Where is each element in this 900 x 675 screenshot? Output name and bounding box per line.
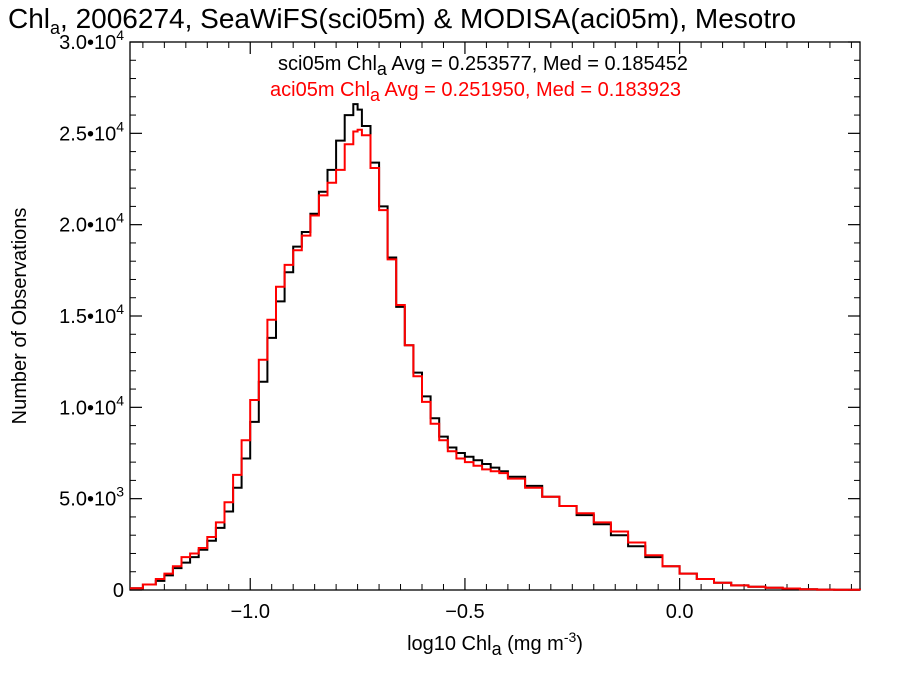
y-tick-label: 3.0•104 [59, 27, 124, 54]
x-axis-label: log10 Chla (mg m-3) [407, 629, 583, 659]
y-tick-label: 2.0•104 [59, 210, 124, 237]
stat-sci05m: sci05m Chla Avg = 0.253577, Med = 0.1854… [278, 53, 688, 79]
series-layer [130, 103, 861, 591]
y-axis-label: Number of Observations [9, 208, 31, 425]
axis-ticks: 0 5.0•103 1.0•104 1.5•104 2.0•104 2.5•104 3.0•… [59, 27, 860, 623]
series-aci05m-line [130, 128, 861, 591]
x-tick-label: −1.0 [230, 601, 269, 623]
x-tick-label: −0.5 [445, 601, 484, 623]
y-tick-label: 5.0•103 [59, 484, 124, 511]
y-tick-label: 1.5•104 [59, 301, 124, 328]
y-tick-label: 2.5•104 [59, 118, 124, 145]
x-tick-label: 0.0 [666, 601, 694, 623]
y-tick-label: 1.0•104 [59, 392, 124, 419]
chart-title: Chla, 2006274, SeaWiFS(sci05m) & MODISA(… [8, 3, 796, 38]
stat-aci05m: aci05m Chla Avg = 0.251950, Med = 0.1839… [270, 79, 681, 105]
plot-frame [129, 41, 861, 591]
y-tick-label: 0 [113, 580, 124, 602]
series-sci05m-line [130, 103, 861, 591]
